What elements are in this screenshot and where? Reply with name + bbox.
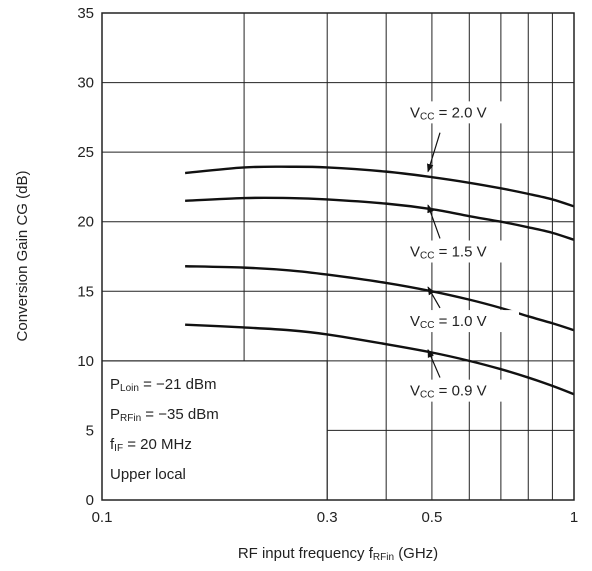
series-label: VCC = 1.0 V bbox=[410, 313, 487, 331]
series-line bbox=[185, 196, 575, 241]
x-axis-label-symbol: f bbox=[369, 545, 374, 562]
series-label-bg bbox=[407, 101, 519, 124]
y-tick-label: 30 bbox=[77, 75, 94, 92]
conditions-box: PLoin = −21 dBm PRFin = −35 dBm fIF = 20 M… bbox=[102, 360, 328, 500]
series-label-bg bbox=[407, 310, 519, 333]
condition-line: PRFin = −35 dBm bbox=[110, 406, 219, 424]
series-line bbox=[185, 165, 575, 208]
x-axis-label-unit: (GHz) bbox=[398, 545, 438, 562]
series-labels: VCC = 2.0 V VCC = 1.5 V VCC = 1.0 V VCC = 0… bbox=[407, 101, 519, 402]
plot-frame bbox=[101, 12, 575, 501]
series-label-arrow bbox=[427, 132, 441, 173]
y-tick-label: 35 bbox=[77, 5, 94, 22]
x-axis-label: RF input frequency fRFin (GHz) bbox=[238, 545, 438, 563]
tick-labels: 0 5 10 15 20 25 30 35 0.1 0.3 0.5 1 bbox=[77, 5, 578, 526]
y-tick-label: 25 bbox=[77, 144, 94, 161]
x-tick-label: 1 bbox=[570, 509, 578, 526]
condition-line: Upper local bbox=[110, 466, 186, 483]
y-tick-label: 5 bbox=[86, 422, 94, 439]
y-tick-label: 10 bbox=[77, 353, 94, 370]
series-label: VCC = 1.5 V bbox=[410, 244, 487, 262]
series-label: VCC = 2.0 V bbox=[410, 104, 487, 122]
series-curves bbox=[185, 165, 575, 396]
x-tick-label: 0.1 bbox=[92, 509, 113, 526]
series-label-bg bbox=[407, 240, 519, 263]
series-label-bg bbox=[407, 379, 519, 402]
series-label-arrow bbox=[427, 348, 441, 378]
x-axis-label-text: RF input frequency bbox=[238, 545, 365, 562]
condition-line: PLoin = −21 dBm bbox=[110, 376, 216, 394]
x-axis-label-subscript: RFin bbox=[373, 552, 394, 563]
y-tick-label: 15 bbox=[77, 283, 94, 300]
series-label: VCC = 0.9 V bbox=[410, 383, 487, 401]
x-tick-label: 0.3 bbox=[317, 509, 338, 526]
series-label-arrow bbox=[427, 204, 441, 239]
y-tick-label: 0 bbox=[86, 492, 94, 509]
y-axis-label: Conversion Gain CG (dB) bbox=[14, 171, 31, 342]
series-label-arrow bbox=[427, 286, 441, 309]
grid-lines bbox=[102, 13, 574, 500]
y-tick-label: 20 bbox=[77, 214, 94, 231]
x-tick-label: 0.5 bbox=[421, 509, 442, 526]
condition-line: fIF = 20 MHz bbox=[110, 436, 192, 454]
